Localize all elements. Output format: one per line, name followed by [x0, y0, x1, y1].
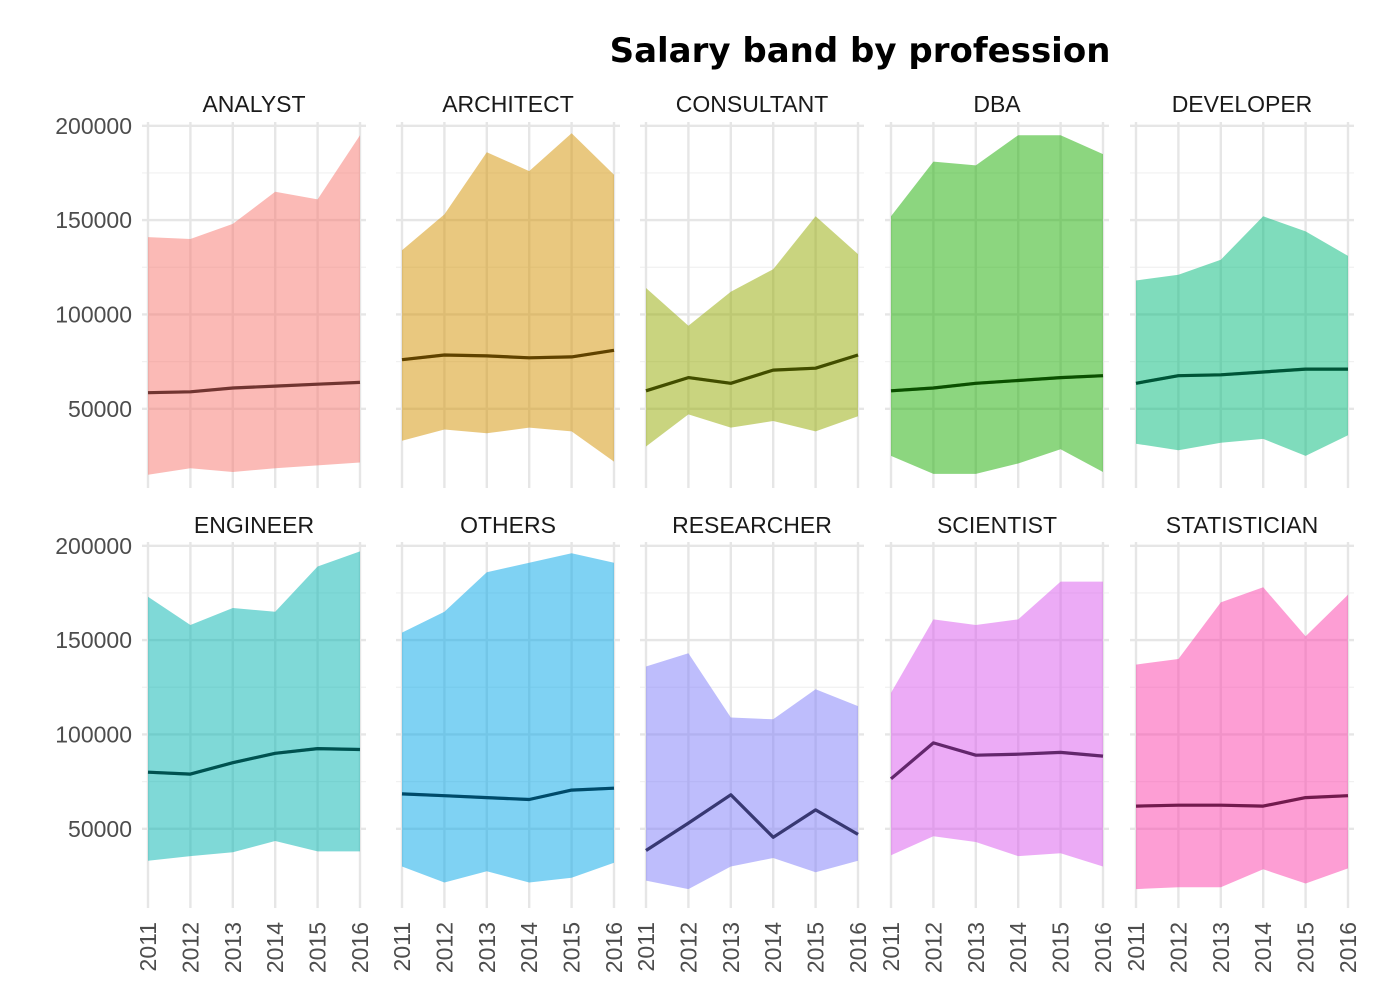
facet-label: DBA	[973, 91, 1021, 117]
panel-others: OTHERS 2011 2012 2013 2014 2015 2016	[389, 512, 627, 973]
x-tick-label: 2012	[1165, 922, 1191, 973]
facet-label: STATISTICIAN	[1166, 512, 1319, 538]
facet-label: ANALYST	[202, 91, 305, 117]
facet-label: RESEARCHER	[672, 512, 832, 538]
x-tick-label: 2015	[1293, 922, 1319, 973]
salary-band-area	[646, 653, 858, 890]
panel-dba: DBA	[885, 91, 1109, 488]
panel-scientist: SCIENTIST 2011 2012 2013 2014 2015 2016	[878, 512, 1116, 973]
panel-architect: ARCHITECT	[396, 91, 620, 488]
y-tick-label: 100000	[55, 721, 132, 747]
x-tick-label: 2016	[1335, 922, 1361, 973]
facet-label: OTHERS	[460, 512, 556, 538]
median-line	[147, 746, 361, 776]
x-tick-label: 2016	[1090, 922, 1116, 973]
salary-band-area	[402, 133, 614, 462]
x-tick-label: 2011	[135, 922, 161, 971]
median-line	[645, 353, 859, 393]
salary-band-area	[646, 216, 858, 447]
x-tick-label: 2016	[601, 922, 627, 973]
x-tick-label: 2011	[878, 922, 904, 971]
x-tick-label: 2014	[1250, 922, 1276, 973]
y-tick-label: 100000	[55, 301, 132, 327]
salary-band-area	[148, 551, 360, 861]
x-tick-label: 2012	[920, 922, 946, 973]
x-tick-label: 2013	[220, 922, 246, 973]
x-tick-label: 2011	[633, 922, 659, 971]
panel-consultant: CONSULTANT	[640, 91, 864, 488]
y-tick-label: 50000	[68, 816, 132, 842]
facet-label: SCIENTIST	[937, 512, 1057, 538]
chart-title: Salary band by profession	[610, 31, 1111, 71]
x-tick-label: 2015	[1048, 922, 1074, 973]
salary-band-area	[891, 135, 1103, 474]
x-tick-label: 2013	[1208, 922, 1234, 973]
y-tick-label: 150000	[55, 207, 132, 233]
x-tick-label: 2011	[389, 922, 415, 971]
y-tick-label: 150000	[55, 627, 132, 653]
x-tick-label: 2016	[845, 922, 871, 973]
salary-band-area	[1136, 587, 1348, 890]
panel-statistician: STATISTICIAN 2011 2012 2013 2014 2015 2016	[1123, 512, 1361, 973]
panel-analyst: ANALYST 50000 100000 150000 200000	[55, 91, 366, 488]
facet-label: DEVELOPER	[1172, 91, 1313, 117]
x-tick-label: 2012	[177, 922, 203, 973]
panel-engineer: ENGINEER 50000 100000 150000 200000 2011 2012 2…	[55, 512, 373, 973]
median-line	[1135, 794, 1349, 808]
x-tick-label: 2015	[559, 922, 585, 973]
x-tick-label: 2014	[516, 922, 542, 973]
x-tick-label: 2014	[1005, 922, 1031, 973]
x-tick-label: 2016	[347, 922, 373, 973]
salary-band-area	[148, 135, 360, 475]
median-line	[147, 380, 361, 395]
median-line	[1135, 367, 1348, 385]
x-tick-label: 2014	[262, 922, 288, 973]
panel-developer: DEVELOPER	[1130, 91, 1354, 488]
x-tick-label: 2013	[963, 922, 989, 973]
facet-label: ARCHITECT	[442, 91, 574, 117]
median-line	[645, 793, 859, 852]
median-line	[889, 741, 1104, 781]
y-tick-label: 50000	[68, 396, 132, 422]
x-tick-label: 2014	[760, 922, 786, 973]
x-tick-label: 2012	[675, 922, 701, 973]
y-tick-label: 200000	[55, 533, 132, 559]
facet-label: ENGINEER	[194, 512, 314, 538]
y-tick-label: 200000	[55, 113, 132, 139]
x-tick-label: 2013	[474, 922, 500, 973]
panel-researcher: RESEARCHER 2011 2012 2013 2014 2015 2016	[633, 512, 871, 973]
x-tick-label: 2013	[718, 922, 744, 973]
salary-band-area	[402, 553, 614, 883]
x-tick-label: 2011	[1123, 922, 1149, 971]
median-line	[401, 348, 615, 362]
median-line	[401, 786, 615, 802]
x-tick-label: 2015	[305, 922, 331, 973]
x-tick-label: 2015	[803, 922, 829, 973]
x-tick-label: 2012	[431, 922, 457, 973]
salary-band-area	[1136, 216, 1348, 456]
salary-band-area	[891, 581, 1103, 867]
median-line	[890, 374, 1104, 393]
facet-label: CONSULTANT	[676, 91, 829, 117]
